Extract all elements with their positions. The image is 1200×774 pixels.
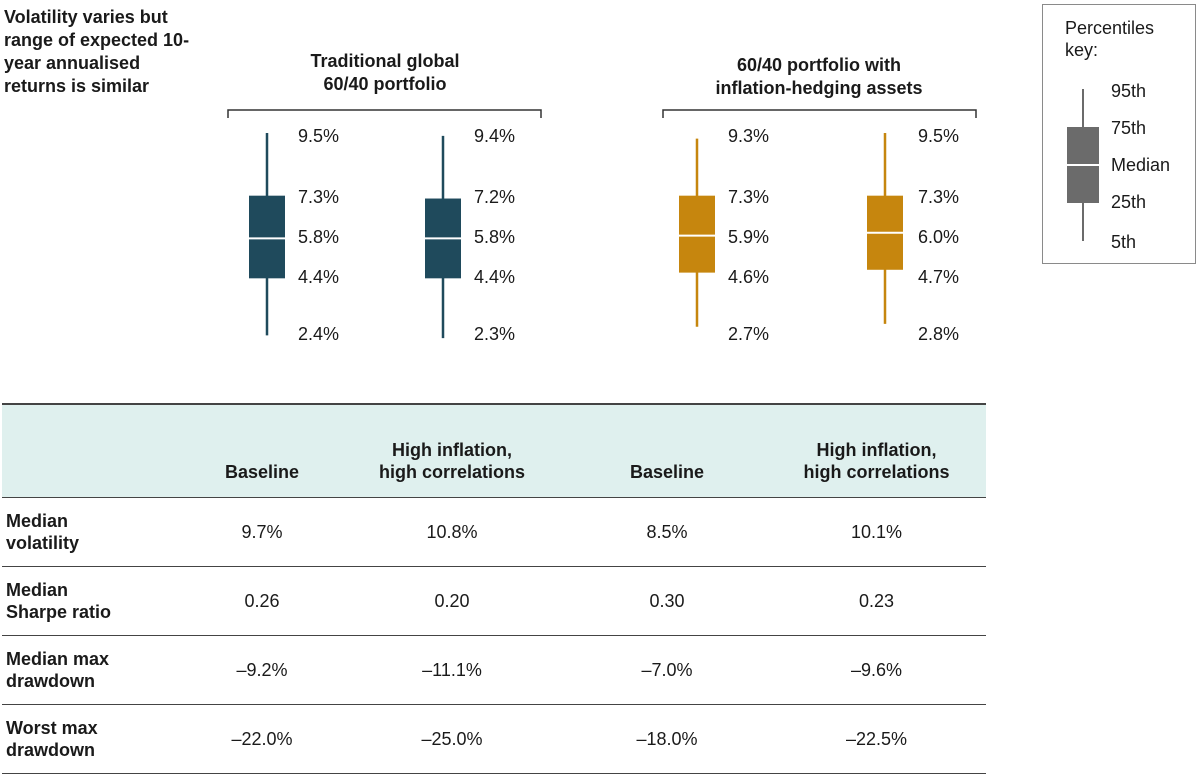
header-high-inflation-traditional: High inflation, high correlations <box>337 403 567 498</box>
key-label-75th: 75th <box>1111 118 1147 138</box>
row-label-line: Sharpe ratio <box>6 602 112 622</box>
key-box-graphic <box>1067 89 1099 241</box>
value-label-p25: 4.4% <box>298 267 339 287</box>
key-label-median: Median <box>1111 155 1171 175</box>
value-label-p75: 7.2% <box>474 187 515 207</box>
percentiles-key: Percentiles key: 95th 75th Median 25th 5… <box>1042 4 1196 264</box>
row-label: Median Sharpe ratio <box>2 566 187 636</box>
group-title-line: 60/40 portfolio with <box>736 55 901 75</box>
header-line: high correlations <box>378 462 526 482</box>
statistics-table: Baseline High inflation, high correlatio… <box>2 403 986 774</box>
group-title-traditional: Traditional global 60/40 portfolio <box>220 50 550 96</box>
header-baseline-traditional: Baseline <box>187 403 337 498</box>
row-label-line: Median <box>6 580 69 600</box>
table-cell: 8.5% <box>567 497 767 567</box>
value-label-p25: 4.7% <box>918 267 959 287</box>
value-label-p5: 2.8% <box>918 324 959 344</box>
boxplot-chart: 9.5% 7.3% 5.8% 4.4% 2.4% 9.4% 7.2% 5.8% 4.4% 2.3%… <box>227 109 977 344</box>
box <box>249 195 285 279</box>
table-cell: –22.5% <box>767 704 986 774</box>
key-label-95th: 95th <box>1111 81 1147 101</box>
header-line: high correlations <box>803 462 950 482</box>
value-label-p5: 2.7% <box>728 324 769 344</box>
key-title: Percentiles key: <box>1065 18 1155 60</box>
value-label-p5: 2.3% <box>474 324 515 344</box>
table-cell: –25.0% <box>337 704 567 774</box>
row-label-line: Worst max <box>6 718 98 738</box>
header-line: Baseline <box>629 462 705 482</box>
table-cell: 0.30 <box>567 566 767 636</box>
table-cell: 9.7% <box>187 497 337 567</box>
value-label-median: 5.8% <box>298 227 339 247</box>
table-cell: –9.2% <box>187 635 337 705</box>
group-title-line: Traditional global <box>310 51 460 71</box>
value-label-p95: 9.3% <box>728 126 769 146</box>
row-label-line: drawdown <box>6 671 95 691</box>
group-title-line: 60/40 portfolio <box>323 74 447 94</box>
value-label-p75: 7.3% <box>918 187 959 207</box>
key-label-25th: 25th <box>1111 192 1147 212</box>
header-baseline-inflation-hedging: Baseline <box>567 403 767 498</box>
bracket-inflation-hedging <box>662 109 977 118</box>
value-label-p25: 4.4% <box>474 267 515 287</box>
table-cell: 0.23 <box>767 566 986 636</box>
bracket-traditional <box>227 109 542 118</box>
row-label-line: Median <box>6 511 69 531</box>
table-cell: 0.26 <box>187 566 337 636</box>
row-label: Median max drawdown <box>2 635 187 705</box>
value-label-p95: 9.5% <box>918 126 959 146</box>
value-label-p75: 7.3% <box>298 187 339 207</box>
row-label-line: volatility <box>6 533 80 553</box>
box <box>679 195 715 273</box>
table-cell: –7.0% <box>567 635 767 705</box>
header-line: Baseline <box>224 462 300 482</box>
table-row: Worst max drawdown –22.0% –25.0% –18.0% … <box>2 704 986 774</box>
table-cell: 10.1% <box>767 497 986 567</box>
table-corner-cell <box>2 403 187 498</box>
table-row: Median max drawdown –9.2% –11.1% –7.0% –… <box>2 635 986 705</box>
chart-intro-text: Volatility varies but range of expected … <box>4 7 190 96</box>
table-header-row: Baseline High inflation, high correlatio… <box>2 403 986 498</box>
row-label: Median volatility <box>2 497 187 567</box>
table-cell: –22.0% <box>187 704 337 774</box>
header-line: High inflation, <box>392 440 512 460</box>
value-label-p95: 9.4% <box>474 126 515 146</box>
table-cell: –11.1% <box>337 635 567 705</box>
value-label-p5: 2.4% <box>298 324 339 344</box>
table-cell: –9.6% <box>767 635 986 705</box>
value-label-p75: 7.3% <box>728 187 769 207</box>
value-label-median: 6.0% <box>918 227 959 247</box>
header-line: High inflation, <box>816 440 937 460</box>
header-high-inflation-inflation-hedging: High inflation, high correlations <box>767 403 986 498</box>
value-label-p95: 9.5% <box>298 126 339 146</box>
table-row: Median volatility 9.7% 10.8% 8.5% 10.1% <box>2 497 986 567</box>
table-cell: 0.20 <box>337 566 567 636</box>
value-label-p25: 4.6% <box>728 267 769 287</box>
row-label: Worst max drawdown <box>2 704 187 774</box>
table-row: Median Sharpe ratio 0.26 0.20 0.30 0.23 <box>2 566 986 636</box>
group-title-inflation-hedging: 60/40 portfolio with inflation-hedging a… <box>654 54 984 100</box>
table-cell: –18.0% <box>567 704 767 774</box>
value-label-median: 5.8% <box>474 227 515 247</box>
value-label-median: 5.9% <box>728 227 769 247</box>
table-cell: 10.8% <box>337 497 567 567</box>
group-title-line: inflation-hedging assets <box>715 78 923 98</box>
row-label-line: Median max <box>6 649 110 669</box>
row-label-line: drawdown <box>6 740 95 760</box>
key-label-5th: 5th <box>1111 232 1137 252</box>
